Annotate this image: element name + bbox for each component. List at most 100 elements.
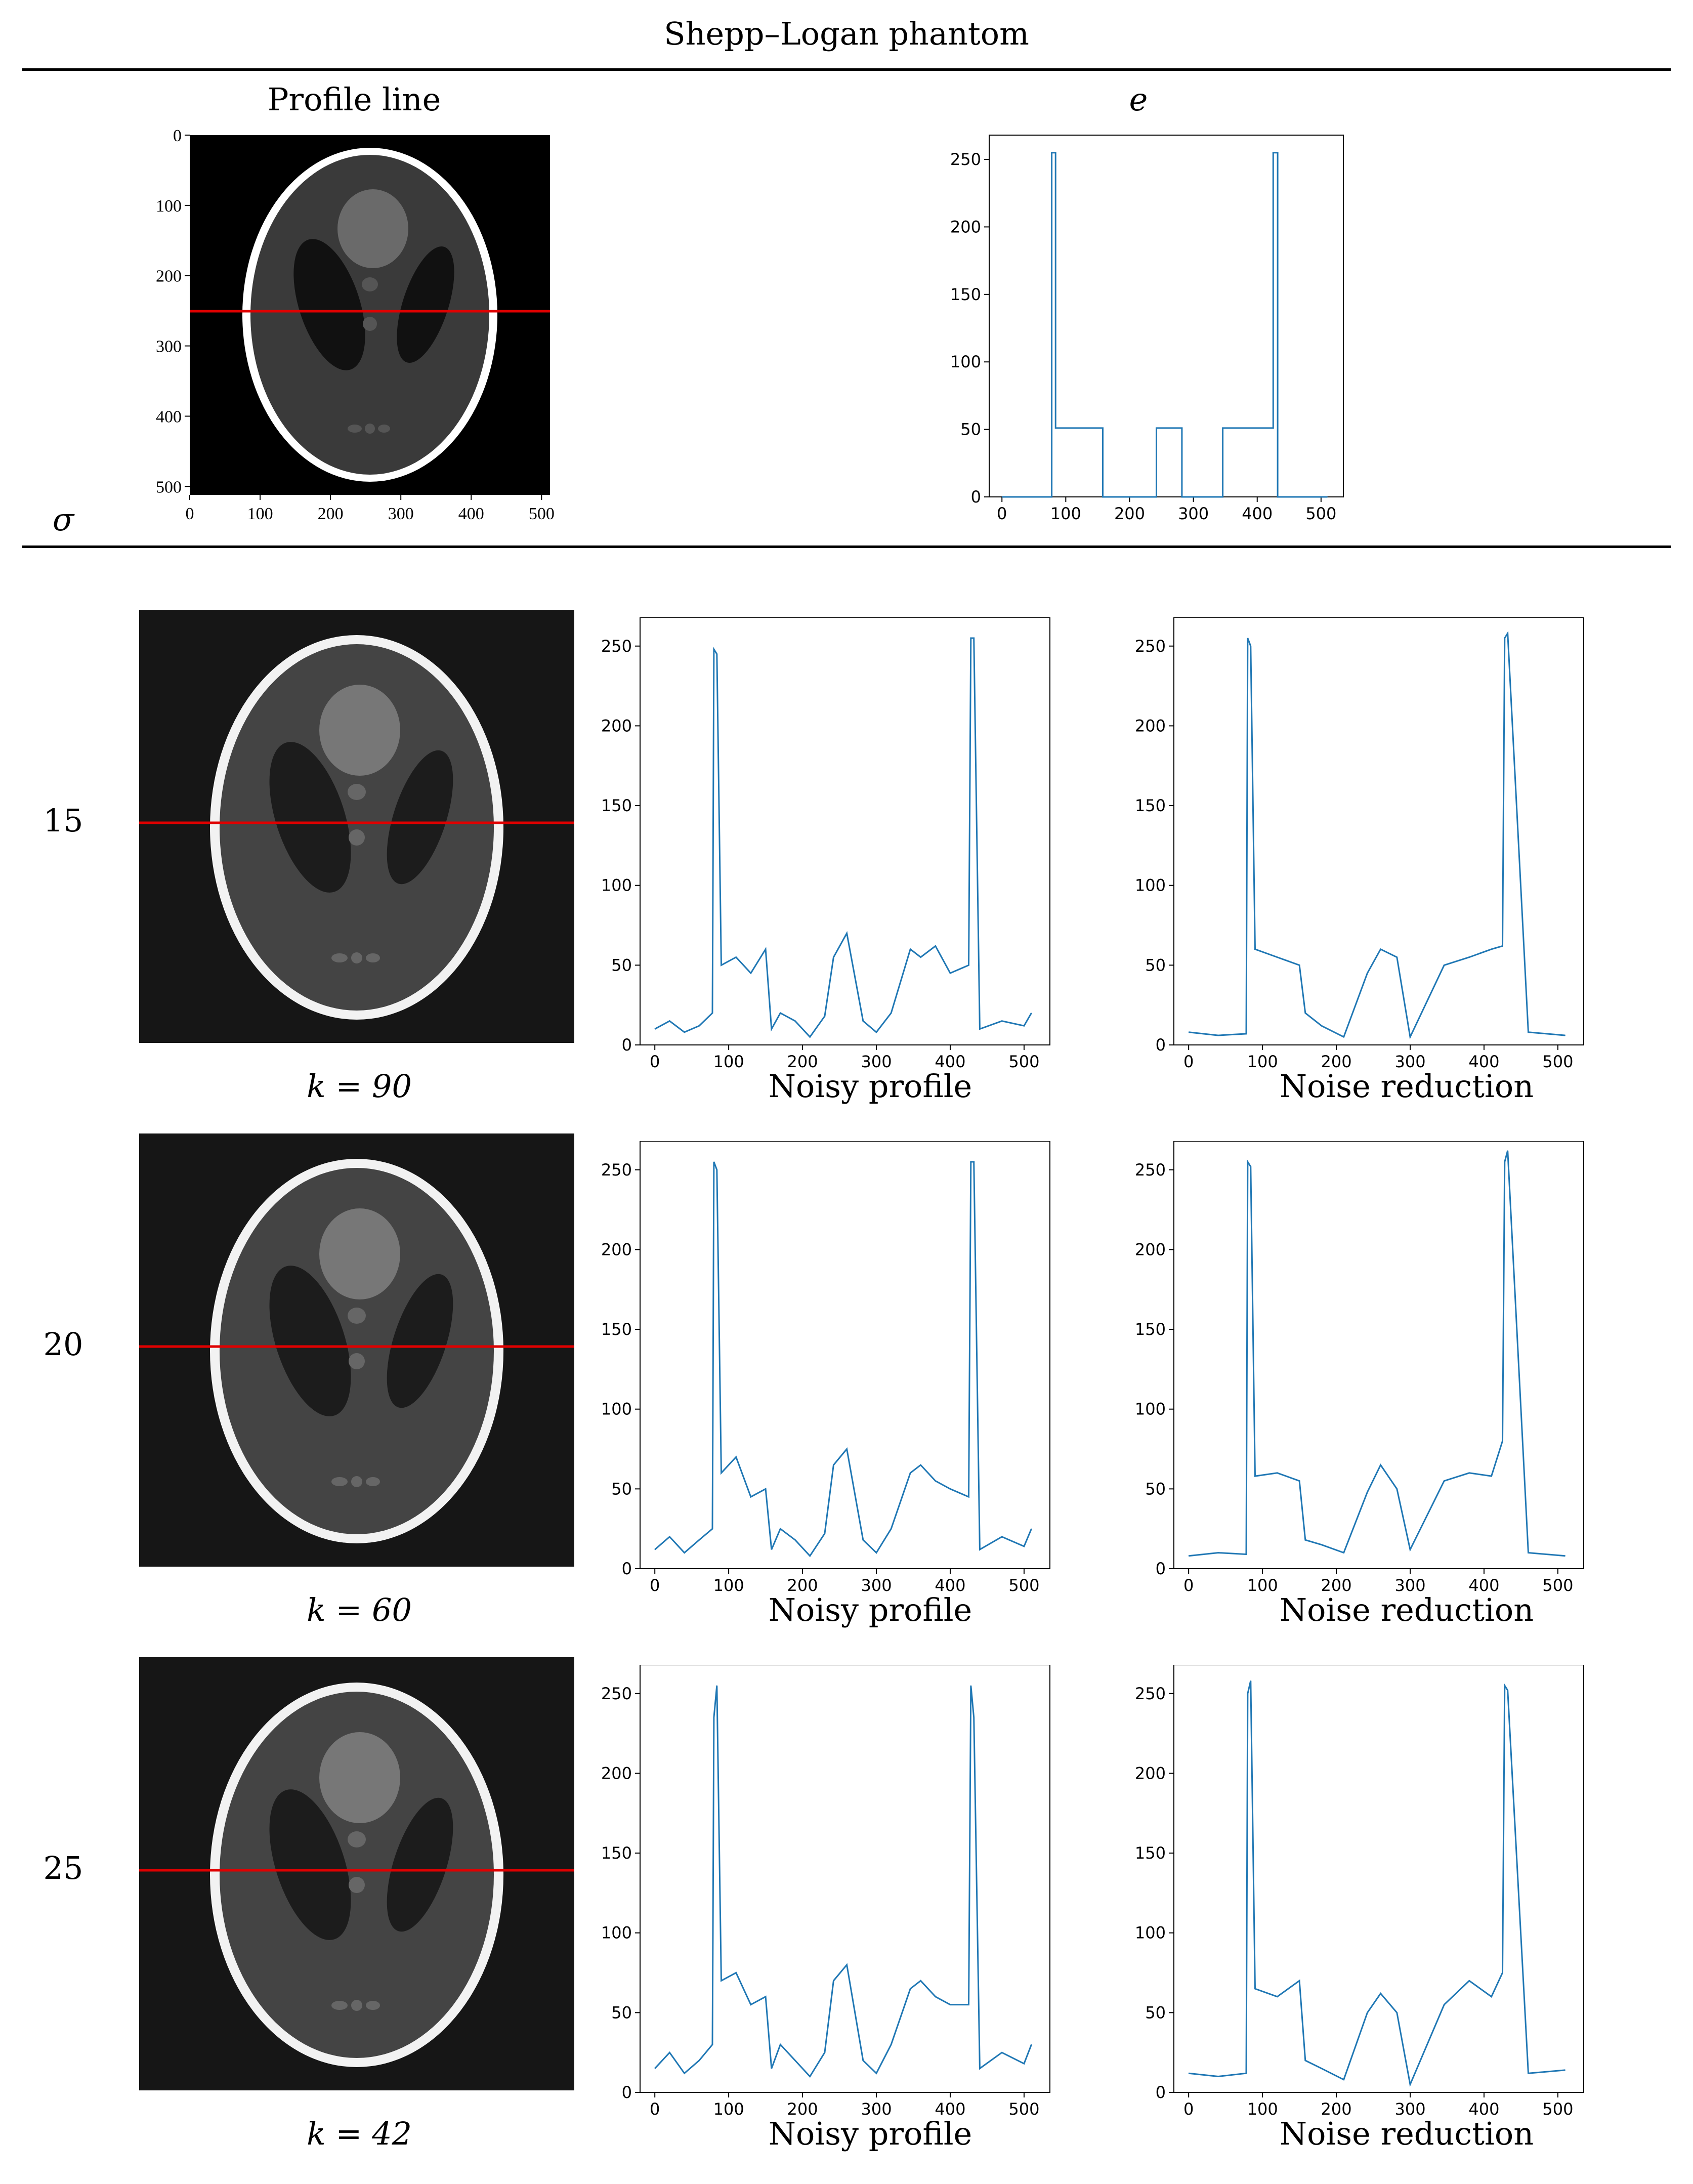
plot-frame (1173, 617, 1584, 1045)
data-point (716, 1685, 717, 1686)
data-point (1491, 1996, 1492, 1997)
noisy-phantom-image (139, 1657, 574, 2090)
y-tick-label: 250 (1135, 1684, 1166, 1703)
data-point (1055, 152, 1056, 153)
x-tick-label: 400 (1468, 1576, 1499, 1595)
x-tick-label: 200 (1321, 1576, 1352, 1595)
sigma-value: 15 (43, 802, 83, 839)
x-tick-label: 0 (1183, 1052, 1194, 1071)
y-tick-label: 250 (601, 637, 632, 656)
y-tick-label: 250 (601, 1684, 632, 1703)
data-point (1504, 1685, 1505, 1686)
data-point (712, 2044, 713, 2045)
x-tick-label: 0 (650, 1052, 660, 1071)
y-tick-label: 250 (601, 1160, 632, 1180)
y-tick-label: 200 (601, 1763, 632, 1783)
data-point (1528, 2073, 1529, 2074)
data-point (876, 2073, 877, 2074)
x-tick-label: 100 (1247, 1052, 1278, 1071)
ref-ytick-label: 100 (156, 197, 182, 216)
noise-reduction-chart: 0 100 200 300 400 500 0 50 100 150 200 250 (1135, 617, 1584, 1071)
x-tick-label: 0 (650, 2099, 660, 2119)
data-point (1502, 1972, 1503, 1973)
data-point (968, 2004, 969, 2005)
x-tick-label: 500 (1542, 1052, 1573, 1071)
data-point (1321, 2068, 1322, 2069)
x-tick-label: 500 (1008, 1052, 1039, 1071)
x-tick-label: 100 (713, 1576, 744, 1595)
data-series-line (654, 1685, 1032, 2078)
noisy-profile-label: Noisy profile (768, 1591, 972, 1628)
y-tick-label: 0 (971, 487, 981, 507)
data-point (1246, 1033, 1247, 1034)
data-point (713, 1161, 714, 1162)
x-tick-label: 400 (935, 2099, 965, 2119)
top-rule (22, 68, 1671, 71)
data-point (1491, 1476, 1492, 1477)
data-point (1528, 1552, 1529, 1553)
data-point (716, 1169, 717, 1170)
noisy-phantom (210, 635, 503, 1020)
x-tick-label: 0 (650, 1576, 660, 1595)
x-tick-label: 200 (787, 2099, 818, 2119)
noise-reduction-chart: 0 100 200 300 400 500 0 50 100 150 200 250 (1135, 1665, 1584, 2119)
y-tick-label: 150 (950, 285, 981, 304)
x-tick-label: 100 (713, 1052, 744, 1071)
col-header-profile-line: Profile line (267, 81, 441, 118)
y-tick-label: 200 (950, 217, 981, 236)
y-tick-label: 100 (1135, 1400, 1166, 1419)
x-tick-label: 500 (1542, 2099, 1573, 2119)
figure-title: Shepp–Logan phantom (664, 15, 1029, 52)
noisy-profile-label: Noisy profile (768, 1068, 972, 1105)
y-tick-label: 100 (601, 876, 632, 895)
data-point (824, 1016, 825, 1017)
y-tick-label: 100 (601, 1923, 632, 1943)
x-tick-label: 100 (1247, 1576, 1278, 1595)
data-point (1507, 1150, 1508, 1151)
data-series-line (654, 637, 1032, 1038)
y-tick-label: 200 (1135, 1763, 1166, 1783)
y-tick-label: 50 (611, 955, 632, 975)
data-point (1321, 1544, 1322, 1545)
ref-ytick-label: 200 (156, 267, 182, 286)
y-tick-label: 0 (622, 1035, 632, 1055)
data-series-line (654, 1161, 1032, 1558)
x-tick-label: 300 (1394, 1576, 1425, 1595)
y-tick-label: 200 (1135, 1240, 1166, 1259)
data-point (1250, 1166, 1251, 1167)
y-tick-label: 50 (1145, 2003, 1166, 2022)
x-tick-label: 300 (1394, 1052, 1425, 1071)
data-point (669, 1536, 670, 1537)
data-point (1396, 2012, 1398, 2013)
ref-xtick-label: 300 (388, 505, 414, 523)
noise-reduction-label: Noise reduction (1279, 1068, 1534, 1105)
sigma-value: 20 (43, 1326, 83, 1363)
y-tick-label: 100 (950, 352, 981, 371)
plot-frame (640, 1141, 1050, 1569)
ref-xtick-label: 200 (318, 505, 344, 523)
y-tick-label: 150 (601, 796, 632, 815)
data-point (713, 649, 714, 650)
data-point (1507, 633, 1508, 634)
x-tick-label: 100 (713, 2099, 744, 2119)
data-series-line (1002, 152, 1328, 498)
data-point (1367, 973, 1368, 974)
noisy-phantom-image (139, 1133, 574, 1567)
data-point (780, 2044, 781, 2045)
x-tick-label: 0 (1183, 2099, 1194, 2119)
data-point (750, 2004, 751, 2005)
y-tick-label: 200 (601, 716, 632, 735)
y-tick-label: 250 (1135, 1160, 1166, 1180)
data-point (846, 933, 848, 934)
y-tick-label: 150 (1135, 1843, 1166, 1863)
x-tick-label: 0 (997, 504, 1007, 523)
y-tick-label: 200 (1135, 716, 1166, 735)
data-point (1507, 1690, 1508, 1691)
x-tick-label: 400 (935, 1576, 965, 1595)
data-point (1246, 1554, 1247, 1555)
y-tick-label: 250 (1135, 637, 1166, 656)
y-tick-label: 50 (611, 1479, 632, 1498)
y-tick-label: 200 (601, 1240, 632, 1259)
mid-rule (22, 545, 1671, 548)
